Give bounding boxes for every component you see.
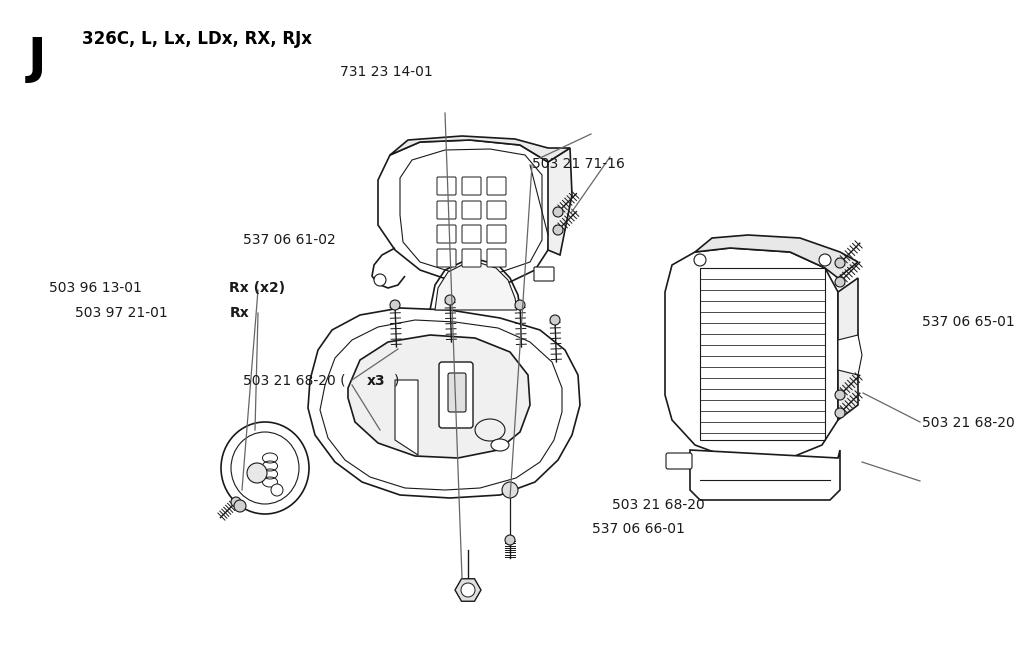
FancyBboxPatch shape [487,201,506,219]
Ellipse shape [221,422,309,514]
Text: 503 21 68-20: 503 21 68-20 [612,498,706,512]
FancyBboxPatch shape [462,177,481,195]
Circle shape [553,225,563,235]
Text: 537 06 61-02: 537 06 61-02 [243,233,336,247]
Text: 537 06 66-01: 537 06 66-01 [592,522,685,536]
Circle shape [819,254,831,266]
Text: Rx: Rx [229,306,249,320]
Circle shape [835,277,845,287]
FancyBboxPatch shape [437,225,456,243]
FancyBboxPatch shape [437,177,456,195]
Circle shape [247,463,267,483]
Circle shape [835,390,845,400]
Polygon shape [838,335,862,375]
Polygon shape [690,450,840,500]
Circle shape [835,258,845,268]
Text: 731 23 14-01: 731 23 14-01 [340,64,433,79]
FancyBboxPatch shape [487,177,506,195]
Circle shape [550,315,560,325]
Text: 503 97 21-01: 503 97 21-01 [75,306,172,320]
Text: ): ) [394,373,399,388]
FancyBboxPatch shape [462,249,481,267]
FancyBboxPatch shape [462,225,481,243]
Text: x3: x3 [367,373,385,388]
Circle shape [505,535,515,545]
Polygon shape [455,579,481,601]
Circle shape [694,254,706,266]
Circle shape [231,497,241,507]
Polygon shape [548,148,572,255]
Polygon shape [390,136,570,162]
Text: Rx (x2): Rx (x2) [229,281,286,296]
FancyBboxPatch shape [487,225,506,243]
Polygon shape [665,248,838,458]
Circle shape [374,274,386,286]
FancyBboxPatch shape [439,362,473,428]
Circle shape [835,408,845,418]
Circle shape [271,484,283,496]
Polygon shape [308,308,580,498]
Circle shape [461,583,475,597]
FancyBboxPatch shape [666,453,692,469]
Polygon shape [348,335,530,458]
Circle shape [390,300,400,310]
Circle shape [515,300,525,310]
Circle shape [234,500,246,512]
Text: 503 21 68-20 (: 503 21 68-20 ( [243,373,345,388]
FancyBboxPatch shape [534,267,554,281]
Text: J: J [28,35,47,83]
FancyBboxPatch shape [449,373,466,412]
Circle shape [445,295,455,305]
FancyBboxPatch shape [437,249,456,267]
Polygon shape [695,235,858,278]
Circle shape [553,207,563,217]
Text: 537 06 65-01: 537 06 65-01 [922,314,1015,329]
Circle shape [502,482,518,498]
Polygon shape [378,140,552,282]
Text: 503 96 13-01: 503 96 13-01 [49,281,146,296]
FancyBboxPatch shape [462,201,481,219]
Polygon shape [838,278,858,420]
Polygon shape [435,263,517,310]
Ellipse shape [490,439,509,451]
Text: 503 21 71-16: 503 21 71-16 [532,157,626,172]
Text: 503 21 68-20: 503 21 68-20 [922,416,1015,430]
Text: 326C, L, Lx, LDx, RX, RJx: 326C, L, Lx, LDx, RX, RJx [82,30,312,48]
FancyBboxPatch shape [487,249,506,267]
Polygon shape [395,380,418,455]
FancyBboxPatch shape [437,201,456,219]
